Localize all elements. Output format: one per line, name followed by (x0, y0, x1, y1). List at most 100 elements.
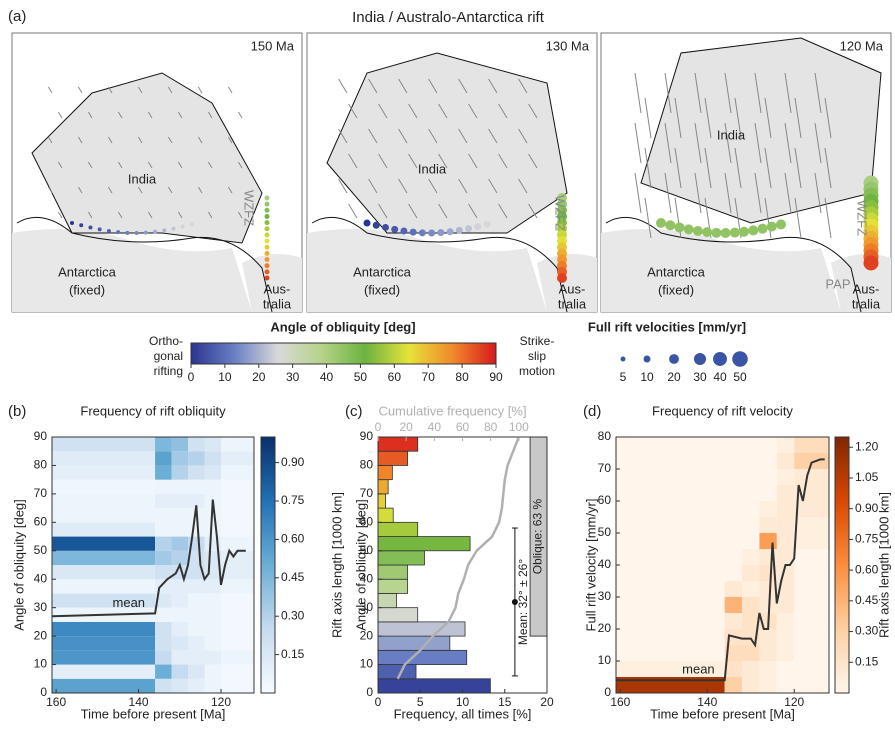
colorbar-tick-label: 0.60 (281, 532, 305, 546)
rift-dot (776, 219, 786, 230)
histogram-bar (377, 564, 408, 580)
rift-dot (70, 221, 74, 225)
heatmap-cell (794, 453, 829, 469)
rift-dot (88, 225, 93, 230)
colorbar-tick-label: 0.30 (855, 624, 879, 638)
heatmap-cell (794, 469, 829, 485)
motion-arrow (664, 72, 672, 114)
rift-dot (674, 222, 685, 233)
motion-arrow (117, 111, 123, 119)
rift-dot (372, 221, 380, 229)
colorbar-tick-label: 0.60 (855, 562, 879, 576)
heatmap-cell (724, 437, 743, 453)
heatmap-cell (171, 536, 189, 551)
cumulative-line (396, 436, 520, 680)
heatmap-cell (221, 678, 254, 693)
rift-dot (134, 230, 139, 235)
fault-dot (264, 220, 270, 226)
motion-arrow (498, 203, 508, 219)
heatmap-cell (188, 621, 205, 637)
heatmap-cell (724, 549, 743, 565)
motion-arrow (674, 147, 682, 189)
heatmap-cell (742, 597, 760, 613)
rift-dot (455, 226, 463, 234)
rift-dot (692, 225, 703, 236)
motion-arrow (518, 128, 528, 144)
map-panel: 120 Ma India WZFZ PAP Antarctica (fixed) Aus-t… (600, 32, 892, 313)
motion-arrow (167, 136, 173, 144)
heatmap-cell (171, 465, 189, 480)
motion-arrow (488, 128, 498, 144)
antarctica-land (12, 229, 252, 312)
india-label: India (418, 161, 447, 176)
x-tick-label: 140 (129, 695, 149, 709)
motion-arrow (77, 136, 83, 144)
y-tick-label: 90 (34, 429, 48, 443)
rift-dot (465, 225, 473, 233)
histogram-bar (377, 678, 491, 694)
map-age: 120 Ma (840, 38, 884, 53)
motion-arrow (724, 72, 732, 114)
heatmap-cell (724, 661, 743, 677)
rift-dot (162, 228, 167, 233)
histogram-bar (377, 465, 393, 481)
motion-arrow (338, 78, 348, 94)
heatmap-cell (52, 451, 156, 466)
colorbar (190, 342, 497, 365)
histogram-bar (377, 635, 451, 651)
heatmap-cell (221, 565, 254, 580)
fault-label: WZFZ (855, 200, 870, 236)
y-tick-label: 20 (34, 628, 48, 642)
histogram-bar (377, 450, 408, 466)
heatmap-cell (52, 621, 156, 637)
fault-label: WZFZ (553, 195, 568, 231)
motion-arrow (634, 122, 642, 164)
motion-arrow (87, 161, 93, 169)
colorbar-tick-label: 0.45 (855, 593, 879, 607)
fault-dot (264, 269, 270, 275)
motion-arrow (764, 147, 772, 189)
motion-arrow (77, 86, 83, 94)
map-panel: 150 Ma India WZFZ Antarctica (fixed) Aus-tral… (11, 32, 303, 313)
heatmap-cell (724, 645, 743, 661)
fault-dot (264, 244, 270, 250)
x-axis-label: Time before present [Ma] (650, 706, 795, 721)
heatmap-cell (776, 533, 795, 549)
heatmap-cell (759, 581, 777, 597)
colorbar-label: Rift axis length [1000 km] (876, 492, 891, 638)
motion-arrow (207, 211, 213, 219)
antarctica-label: (fixed) (69, 282, 105, 297)
rift-dot (106, 228, 111, 233)
rift-dot (97, 227, 102, 232)
motion-arrow (237, 161, 243, 169)
heatmap-cell (794, 629, 829, 645)
motion-arrow (724, 172, 732, 214)
heatmap-cell (742, 645, 760, 661)
heatmap-cell (52, 579, 156, 594)
histogram-bar (377, 621, 466, 637)
motion-arrow (338, 128, 348, 144)
heatmap-cell (155, 437, 172, 452)
top-axis-title: Cumulative frequency [%] (378, 403, 526, 418)
motion-arrow (167, 86, 173, 94)
fault-dot (264, 275, 270, 281)
heatmap-cell (52, 678, 156, 693)
india-label: India (128, 171, 157, 186)
mean-label: Mean: 32° ± 26° (516, 559, 530, 645)
plot-frame (51, 436, 255, 694)
y-tick-label: 50 (360, 543, 374, 557)
y-tick-label: 80 (598, 429, 612, 443)
heatmap-cell (52, 522, 156, 537)
motion-arrow (794, 147, 802, 189)
india-land (640, 37, 882, 224)
rift-dot (153, 229, 158, 234)
antarctica-label: (fixed) (364, 282, 400, 297)
velocity-label: 5 (620, 370, 627, 384)
heatmap-cell (171, 607, 189, 622)
fault-dot (264, 201, 270, 207)
fault-dot (264, 195, 270, 201)
motion-arrow (498, 153, 508, 169)
antarctica-label: Antarctica (58, 264, 117, 279)
velocity-label: 40 (713, 370, 727, 384)
chart-title: Frequency of rift velocity (652, 403, 793, 418)
